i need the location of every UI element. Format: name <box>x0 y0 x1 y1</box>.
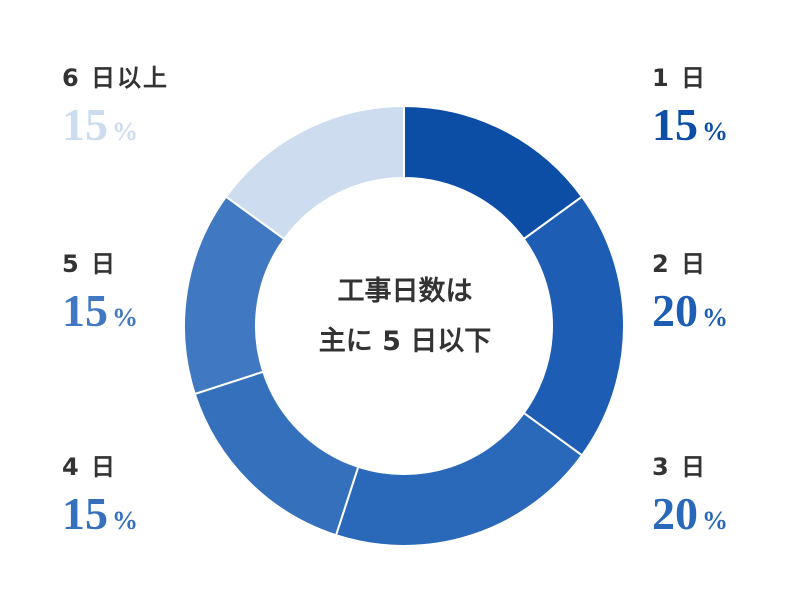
center-text-line-2: 主に 5 日以下 <box>318 326 492 357</box>
percent-value: 15% <box>62 102 262 148</box>
label-1day: 1 日 15% <box>652 66 800 148</box>
percent-number: 15 <box>62 99 108 150</box>
category-label: 5 日 <box>62 250 118 278</box>
percent-value: 15% <box>652 102 800 148</box>
center-text-line-1: 工事日数は <box>337 276 473 307</box>
donut-slice-3 <box>334 411 584 547</box>
label-5days: 5 日 15% <box>62 252 262 334</box>
category-label: 3 日 <box>652 453 708 481</box>
percent-value: 20% <box>652 491 800 537</box>
percent-sign: % <box>702 506 728 535</box>
category-label: 2 日 <box>652 250 708 278</box>
percent-number: 20 <box>652 285 698 336</box>
label-6days: 6 日以上 15% <box>62 66 262 148</box>
percent-sign: % <box>702 117 728 146</box>
percent-sign: % <box>702 303 728 332</box>
donut-slice-6 <box>224 104 405 241</box>
percent-number: 15 <box>652 99 698 150</box>
percent-number: 15 <box>62 285 108 336</box>
percent-sign: % <box>112 303 138 332</box>
category-label: 1 日 <box>652 64 708 92</box>
percent-sign: % <box>112 117 138 146</box>
donut-slice-2 <box>522 195 625 457</box>
label-4days: 4 日 15% <box>62 455 262 537</box>
label-3days: 3 日 20% <box>652 455 800 537</box>
percent-sign: % <box>112 506 138 535</box>
percent-value: 15% <box>62 288 262 334</box>
category-label: 6 日以上 <box>62 64 170 92</box>
percent-number: 20 <box>652 488 698 539</box>
category-label: 4 日 <box>62 453 118 481</box>
percent-value: 20% <box>652 288 800 334</box>
percent-value: 15% <box>62 491 262 537</box>
percent-number: 15 <box>62 488 108 539</box>
label-2days: 2 日 20% <box>652 252 800 334</box>
